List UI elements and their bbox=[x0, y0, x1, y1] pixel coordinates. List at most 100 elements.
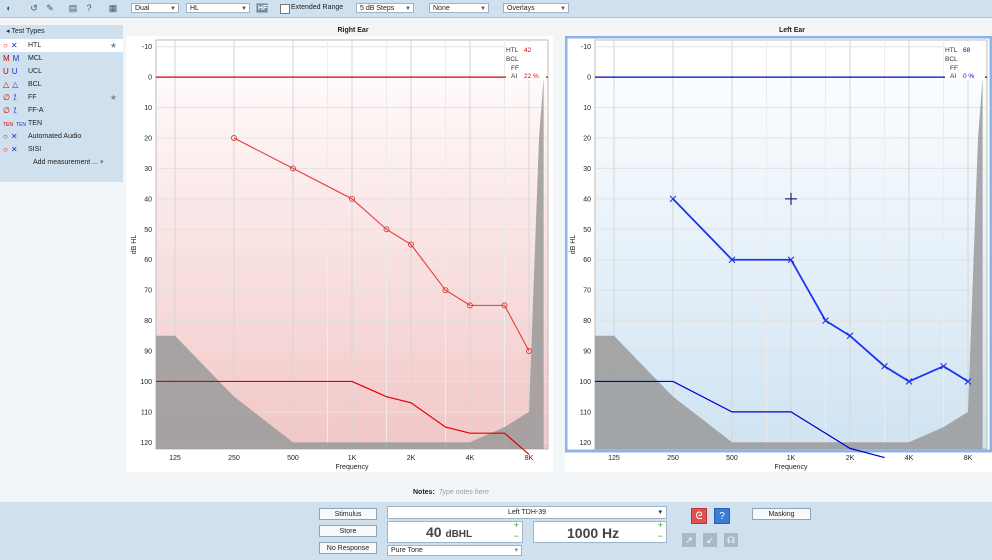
steps-select[interactable]: 5 dB Steps ▼ bbox=[356, 3, 414, 13]
masking-button[interactable]: Masking bbox=[752, 508, 811, 520]
frequency-value: 1000 Hz bbox=[567, 525, 620, 541]
chevron-down-icon: ▼ bbox=[241, 6, 247, 12]
frequency-display[interactable]: 1000 Hz + − bbox=[533, 520, 667, 543]
chevron-down-icon: ▾ bbox=[658, 509, 662, 516]
overlays-select[interactable]: Overlays ▼ bbox=[503, 3, 569, 13]
layout-icon[interactable]: ▦ bbox=[108, 3, 118, 13]
x-tick-label: 4K bbox=[466, 455, 475, 462]
no-response-button[interactable]: No Response bbox=[319, 542, 377, 554]
y-tick-label: 10 bbox=[144, 105, 152, 112]
y-tick-label: 110 bbox=[141, 409, 152, 416]
left-symbol: △ bbox=[12, 80, 19, 89]
right-ear-title: Right Ear bbox=[337, 27, 369, 34]
test-type-item[interactable]: ∅ ⁒ FF ★ bbox=[0, 91, 123, 104]
test-type-item[interactable]: ○ ✕ Automated Audio bbox=[0, 130, 123, 143]
tone-select-value: Pure Tone bbox=[391, 547, 423, 554]
frequency-increase-button[interactable]: + bbox=[657, 520, 663, 530]
x-tick-label: 125 bbox=[169, 455, 181, 462]
mode-toggle-icon[interactable]: ◐ bbox=[6, 3, 12, 13]
favorite-star-icon[interactable]: ★ bbox=[109, 93, 117, 102]
y-tick-label: 50 bbox=[583, 227, 591, 234]
scale-select[interactable]: HL ▼ bbox=[186, 3, 250, 13]
level-unit: dBHL bbox=[445, 529, 473, 540]
headphones-icon[interactable]: ☊ bbox=[724, 533, 738, 547]
level-display[interactable]: 40 dBHL + − bbox=[387, 520, 523, 543]
notes-label: Notes: bbox=[413, 489, 435, 496]
test-types-panel: ◂ Test Types ○ ✕ HTL ★ M M MCL U U UCL △ △ BCL ∅ ⁒ FF ★ ∅… bbox=[0, 25, 123, 182]
edit-icon[interactable]: ✎ bbox=[46, 3, 54, 13]
y-tick-label: 120 bbox=[140, 440, 152, 447]
none-select[interactable]: None ▼ bbox=[429, 3, 489, 13]
y-tick-label: 20 bbox=[583, 135, 591, 142]
legend-box bbox=[945, 42, 985, 80]
undo-icon[interactable]: ↺ bbox=[30, 3, 38, 13]
frequency-decrease-button[interactable]: − bbox=[657, 531, 663, 541]
stimulus-button[interactable]: Stimulus bbox=[319, 508, 377, 520]
store-button[interactable]: Store bbox=[319, 525, 377, 537]
x-tick-label: 1K bbox=[787, 455, 796, 462]
y-tick-label: 30 bbox=[583, 166, 591, 173]
extended-range-label: Extended Range bbox=[291, 4, 344, 11]
transducer-select[interactable]: Left TDH-39 ▾ bbox=[387, 506, 667, 519]
y-tick-label: 0 bbox=[148, 75, 152, 82]
steps-select-value: 5 dB Steps bbox=[360, 5, 395, 12]
test-type-item[interactable]: TEN TEN TEN bbox=[0, 117, 123, 130]
help-icon[interactable]: ? bbox=[86, 3, 92, 13]
add-measurement-button[interactable]: Add measurement ... ▾ bbox=[0, 156, 123, 169]
level-increase-button[interactable]: + bbox=[513, 520, 519, 530]
print-icon[interactable]: ▤ bbox=[68, 3, 78, 13]
y-tick-label: 90 bbox=[144, 349, 152, 356]
extended-range-checkbox[interactable] bbox=[280, 4, 290, 14]
threshold-circle-point bbox=[290, 165, 296, 172]
threshold-circle-point bbox=[442, 287, 449, 294]
left-ear-audiogram[interactable]: -10 0 10 20 30 40 50 60 70 80 90 100 110 120 125 250 500… bbox=[565, 36, 992, 472]
y-axis-label: dB HL bbox=[131, 235, 138, 255]
test-type-item[interactable]: ○ ✕ HTL ★ bbox=[0, 39, 123, 52]
legend-value: 42 bbox=[524, 47, 532, 54]
test-types-list: ○ ✕ HTL ★ M M MCL U U UCL △ △ BCL ∅ ⁒ FF ★ ∅ ⁒ FF-A TEN TEN TE… bbox=[0, 39, 123, 156]
test-type-label: FF-A bbox=[28, 107, 44, 114]
test-type-item[interactable]: U U UCL bbox=[0, 65, 123, 78]
legend-box bbox=[506, 42, 546, 80]
chevron-down-icon: ▼ bbox=[170, 6, 176, 12]
x-tick-label: 250 bbox=[667, 455, 679, 462]
threshold-cross-point bbox=[940, 362, 947, 370]
test-type-item[interactable]: ∅ ⁒ FF-A bbox=[0, 104, 123, 117]
x-tick-label: 4K bbox=[905, 455, 914, 462]
y-tick-label: 40 bbox=[144, 196, 152, 203]
route-up-icon[interactable]: ↗ bbox=[682, 533, 696, 547]
test-symbol-icon: TEN TEN bbox=[3, 117, 26, 132]
hf-button[interactable]: HF bbox=[256, 3, 268, 13]
x-tick-label: 2K bbox=[407, 455, 416, 462]
right-symbol: ○ bbox=[3, 41, 8, 50]
x-tick-label: 8K bbox=[964, 455, 973, 462]
x-tick-label: 8K bbox=[525, 455, 534, 462]
test-type-item[interactable]: ○ ✕ SISI bbox=[0, 143, 123, 156]
threshold-circle-point bbox=[408, 241, 414, 248]
right-ear-audiogram[interactable]: -10 0 10 20 30 40 50 60 70 80 90 100 110 120 125 250 500… bbox=[126, 36, 553, 472]
notes-placeholder: Type notes here bbox=[438, 489, 489, 496]
y-tick-label: 80 bbox=[583, 318, 591, 325]
test-type-item[interactable]: M M MCL bbox=[0, 52, 123, 65]
route-down-icon[interactable]: ↙ bbox=[703, 533, 717, 547]
chevron-down-icon: ▼ bbox=[480, 6, 486, 12]
mode-select[interactable]: Dual ▼ bbox=[131, 3, 179, 13]
threshold-cross-point bbox=[964, 378, 972, 385]
masking-overlay bbox=[156, 77, 544, 449]
test-type-label: Automated Audio bbox=[28, 133, 82, 140]
legend-label: AI bbox=[511, 73, 517, 80]
test-types-header[interactable]: ◂ Test Types bbox=[6, 28, 45, 35]
y-tick-label: 100 bbox=[579, 379, 591, 386]
y-tick-label: 80 bbox=[144, 318, 152, 325]
test-type-item[interactable]: △ △ BCL bbox=[0, 78, 123, 91]
test-type-label: HTL bbox=[28, 42, 42, 49]
threshold-cross-point bbox=[846, 332, 854, 340]
tone-select[interactable]: Pure Tone ▾ bbox=[387, 545, 522, 556]
favorite-star-icon[interactable]: ★ bbox=[109, 41, 117, 50]
notes-field[interactable]: Notes: Type notes here bbox=[413, 489, 489, 496]
help-question-icon[interactable]: ? bbox=[714, 508, 730, 524]
right-ear-select-icon[interactable]: ᘓ bbox=[691, 508, 707, 524]
level-decrease-button[interactable]: − bbox=[513, 531, 519, 541]
test-type-label: UCL bbox=[28, 68, 43, 75]
